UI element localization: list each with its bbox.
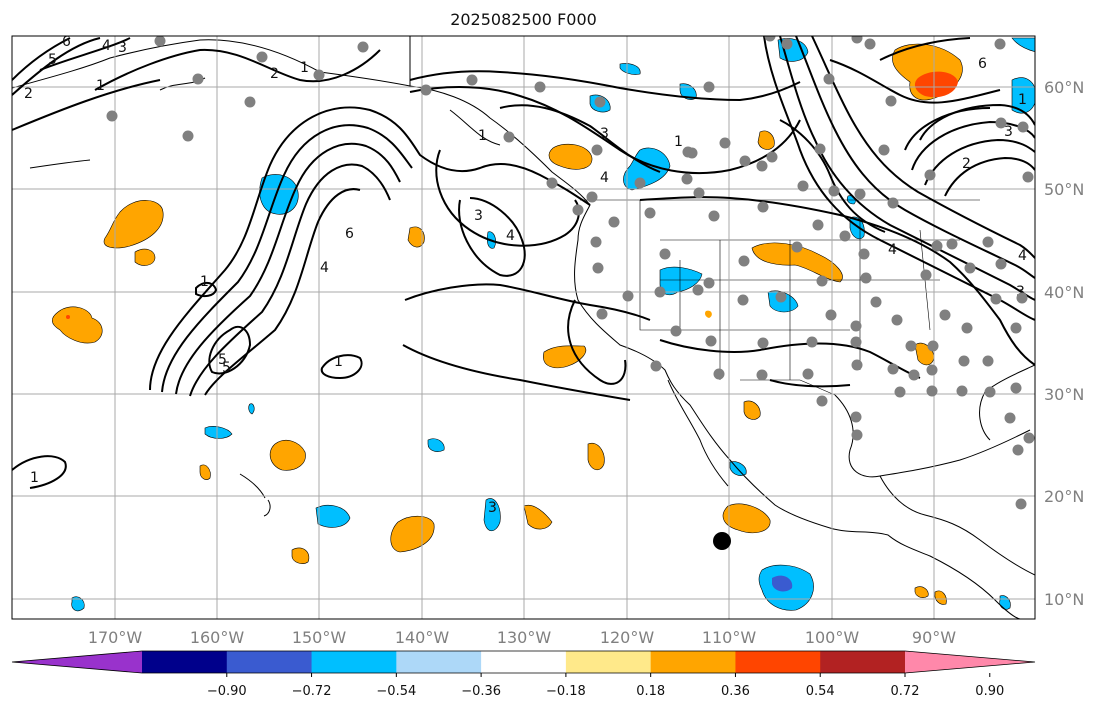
- contour-label: 3: [1004, 124, 1013, 140]
- contour-label: 3: [488, 500, 497, 516]
- colorbar-outline: [11, 650, 1036, 674]
- contour-label: 4: [102, 38, 111, 54]
- contour-label-group: 5 6 4 3 2 1 1 2 3 4 5 6 3 4 3 1 5 1 1 1: [24, 34, 1027, 516]
- lon-label: 110°W: [702, 628, 757, 647]
- contour-label: 5: [222, 360, 231, 376]
- colorbar: −0.90 −0.72 −0.54 −0.36 −0.18 0.18 0.36 0.54 0.7…: [11, 650, 1036, 699]
- contour-label: 1: [200, 274, 209, 290]
- colorbar-segment: [735, 651, 821, 673]
- lat-label: 50°N: [1044, 180, 1084, 199]
- contour-label: 4: [320, 260, 329, 276]
- contour-label: 4: [506, 228, 515, 244]
- lat-label: 40°N: [1044, 283, 1084, 302]
- station-dots: [106, 36, 1035, 510]
- colorbar-segment: [565, 651, 652, 673]
- lat-label: 10°N: [1044, 590, 1084, 609]
- contour-label: 4: [600, 170, 609, 186]
- colorbar-segment: [820, 651, 906, 673]
- lon-label: 160°W: [190, 628, 245, 647]
- colorbar-tick-label: 0.36: [721, 684, 750, 699]
- colorbar-segment: [142, 651, 228, 673]
- contour-label: 4: [1018, 248, 1027, 264]
- colorbar-segment: [396, 651, 482, 673]
- contour-label: 5: [218, 352, 227, 368]
- contour-label: 2: [270, 66, 279, 82]
- contour-label: 1: [478, 128, 487, 144]
- lon-label: 140°W: [395, 628, 450, 647]
- colorbar-segment: [311, 651, 397, 673]
- contour-label: 6: [62, 34, 71, 50]
- lat-label: 20°N: [1044, 487, 1084, 506]
- figure-title: 2025082500 F000: [450, 10, 597, 29]
- contour-label: 6: [345, 226, 354, 242]
- coastlines: [12, 36, 1035, 619]
- colorbar-tick-label: −0.72: [292, 684, 332, 699]
- lon-label: 150°W: [292, 628, 347, 647]
- contour-label: 6: [978, 56, 987, 72]
- colorbar-tick-label: −0.54: [376, 684, 416, 699]
- grid-lines: [12, 36, 1035, 619]
- colorbar-tick-label: 0.18: [636, 684, 665, 699]
- lon-label: 170°W: [88, 628, 143, 647]
- lat-label: 60°N: [1044, 78, 1084, 97]
- colorbar-tick-label: 0.54: [806, 684, 835, 699]
- longitude-axis: 170°W 160°W 150°W 140°W 130°W 120°W 110°…: [88, 628, 956, 647]
- colorbar-tick-label: 0.90: [975, 684, 1004, 699]
- colorbar-segment: [226, 651, 313, 673]
- contour-label: 2: [24, 86, 33, 102]
- contour-label: 1: [1018, 92, 1027, 108]
- contour-label: 3: [118, 40, 127, 56]
- colorbar-tick-label: −0.18: [546, 684, 586, 699]
- contour-label: 1: [334, 354, 343, 370]
- positive-anomaly-patches: [51, 43, 963, 605]
- lon-label: 100°W: [805, 628, 860, 647]
- contour-label: 3: [474, 208, 483, 224]
- contour-label: 1: [96, 78, 105, 94]
- colorbar-segment: [481, 651, 567, 673]
- colorbar-tick-label: −0.36: [461, 684, 501, 699]
- lon-label: 130°W: [497, 628, 552, 647]
- contour-label: 3: [600, 126, 609, 142]
- colorbar-extend-max: [905, 651, 1035, 673]
- contour-label: 1: [674, 134, 683, 150]
- colorbar-extend-min: [12, 651, 142, 673]
- lon-label: 90°W: [912, 628, 956, 647]
- contour-lines: [12, 36, 1035, 489]
- colorbar-tick-label: −0.90: [207, 684, 247, 699]
- contour-label: 2: [962, 156, 971, 172]
- lat-label: 30°N: [1044, 385, 1084, 404]
- contour-label: 4: [888, 242, 897, 258]
- map-frame: [11, 35, 1036, 620]
- colorbar-tick-label: 0.72: [891, 684, 920, 699]
- contour-label: 1: [300, 60, 309, 76]
- contour-label: 3: [1016, 284, 1025, 300]
- latitude-axis: 60°N 50°N 40°N 30°N 20°N 10°N: [1044, 78, 1084, 609]
- storm-center-marker: [713, 532, 731, 550]
- contour-label: 5: [48, 52, 57, 68]
- contour-label: 1: [30, 470, 39, 486]
- lon-label: 120°W: [600, 628, 655, 647]
- colorbar-segment: [650, 651, 736, 673]
